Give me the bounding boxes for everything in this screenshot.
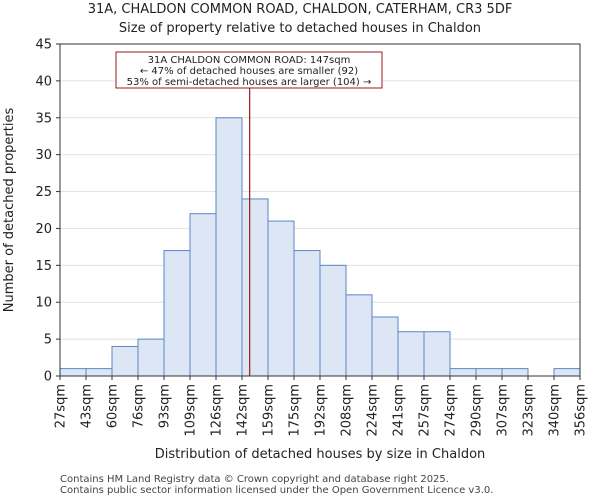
y-tick-label: 15 bbox=[35, 259, 52, 274]
histogram-bar bbox=[475, 368, 503, 377]
histogram-bar bbox=[319, 264, 347, 377]
x-tick-label: 257sqm bbox=[418, 384, 433, 437]
chart-title: 31A, CHALDON COMMON ROAD, CHALDON, CATER… bbox=[87, 2, 513, 17]
x-tick-label: 142sqm bbox=[236, 384, 251, 437]
x-tick-label: 290sqm bbox=[470, 384, 485, 437]
histogram-bar bbox=[189, 213, 217, 377]
annotation-line-3: 53% of semi-detached houses are larger (… bbox=[127, 77, 372, 88]
annotation-line-2: ← 47% of detached houses are smaller (92… bbox=[140, 66, 358, 77]
histogram-bar bbox=[501, 368, 529, 377]
x-tick-label: 76sqm bbox=[132, 384, 147, 428]
footer-line-1: Contains HM Land Registry data © Crown c… bbox=[60, 474, 449, 485]
x-tick-label: 109sqm bbox=[184, 384, 199, 437]
y-tick-label: 25 bbox=[35, 185, 52, 200]
x-tick-label: 60sqm bbox=[106, 384, 121, 428]
histogram-bar bbox=[553, 368, 581, 377]
histogram-bar bbox=[85, 368, 113, 377]
histogram-bar bbox=[241, 198, 269, 377]
x-tick-label: 241sqm bbox=[392, 384, 407, 437]
x-tick-label: 208sqm bbox=[340, 384, 355, 437]
x-tick-label: 192sqm bbox=[314, 384, 329, 437]
x-tick-label: 159sqm bbox=[262, 384, 277, 437]
x-tick-label: 175sqm bbox=[288, 384, 303, 437]
y-tick-label: 35 bbox=[35, 111, 52, 126]
histogram-bar bbox=[215, 117, 243, 377]
histogram-bar bbox=[137, 338, 165, 377]
y-tick-label: 45 bbox=[35, 38, 52, 53]
annotation-line-1: 31A CHALDON COMMON ROAD: 147sqm bbox=[148, 55, 351, 66]
chart-subtitle: Size of property relative to detached ho… bbox=[118, 21, 482, 36]
x-tick-label: 274sqm bbox=[444, 384, 459, 437]
x-tick-label: 126sqm bbox=[210, 384, 225, 437]
plot-frame bbox=[59, 43, 581, 377]
x-tick-label: 93sqm bbox=[158, 384, 173, 428]
x-tick-label: 307sqm bbox=[496, 384, 511, 437]
histogram-bar bbox=[423, 331, 451, 377]
histogram-bar bbox=[111, 345, 139, 377]
y-tick-label: 10 bbox=[35, 296, 52, 311]
x-tick-label: 43sqm bbox=[80, 384, 95, 428]
y-axis-label: Number of detached properties bbox=[2, 108, 17, 313]
x-tick-label: 323sqm bbox=[522, 384, 537, 437]
y-tick-label: 5 bbox=[44, 333, 52, 348]
histogram-bar bbox=[267, 220, 295, 377]
histogram-chart: 0 5 10 15 20 25 30 35 40 45 27sqm 43sqm 60sqm 76sqm 9… bbox=[2, 38, 589, 463]
y-tick-label: 20 bbox=[35, 222, 52, 237]
footer-line-2: Contains public sector information licen… bbox=[60, 485, 494, 496]
histogram-bar bbox=[371, 316, 399, 377]
histogram-bar bbox=[293, 250, 321, 377]
histogram-bar bbox=[397, 331, 425, 377]
x-tick-label: 340sqm bbox=[548, 384, 563, 437]
histogram-bar bbox=[345, 294, 373, 377]
x-tick-label: 27sqm bbox=[54, 384, 69, 428]
x-tick-label: 224sqm bbox=[366, 384, 381, 437]
histogram-bar bbox=[449, 368, 477, 377]
histogram-bar bbox=[163, 250, 191, 377]
x-axis-label: Distribution of detached houses by size … bbox=[155, 447, 486, 462]
annotation-box bbox=[115, 51, 383, 89]
y-tick-label: 30 bbox=[35, 148, 52, 163]
histogram-bar bbox=[59, 368, 87, 377]
y-tick-label: 40 bbox=[35, 74, 52, 89]
x-tick-label: 356sqm bbox=[574, 384, 589, 437]
y-tick-label: 0 bbox=[44, 370, 52, 385]
